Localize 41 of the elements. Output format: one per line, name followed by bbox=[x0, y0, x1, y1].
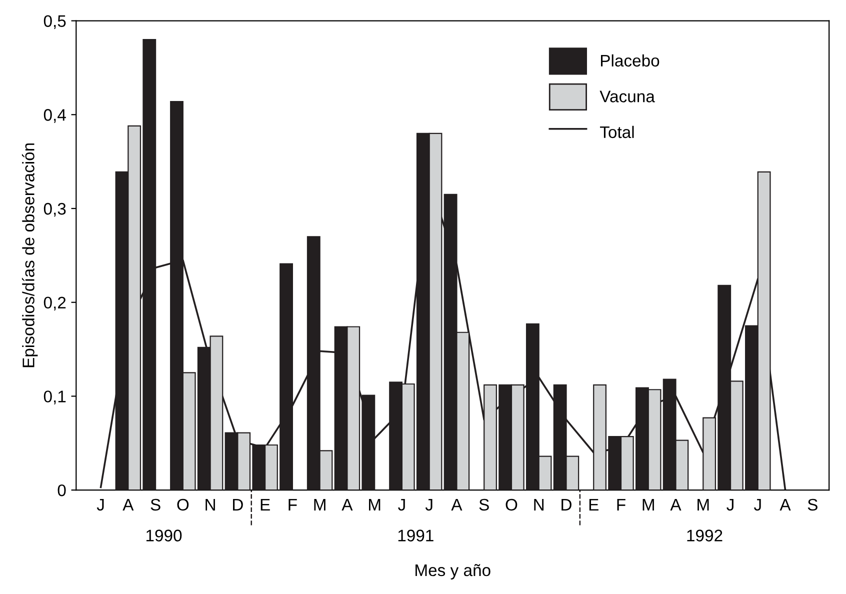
y-tick-label: 0,5 bbox=[44, 15, 66, 29]
x-tick-label: M bbox=[698, 498, 709, 510]
x-tick-label: O bbox=[506, 498, 518, 511]
x-tick-label: M bbox=[642, 498, 654, 510]
x-tick-label: A bbox=[780, 498, 791, 510]
x-tick-label: D bbox=[233, 498, 243, 510]
x-tick-label: J bbox=[425, 498, 432, 511]
x-tick-label: O bbox=[177, 498, 189, 511]
x-tick-label: A bbox=[670, 498, 682, 510]
text: 1990 bbox=[146, 530, 182, 542]
y-axis-title: Episodios/días de observación bbox=[22, 143, 38, 368]
x-tick-label: M bbox=[314, 498, 326, 510]
x-tick-label: M bbox=[369, 498, 380, 510]
x-tick-label: E bbox=[589, 498, 598, 510]
x-tick-label: D bbox=[562, 498, 572, 510]
x-axis-title: Mes y año bbox=[416, 564, 490, 580]
x-tick-label: J bbox=[726, 498, 734, 511]
y-tick-label: 0,3 bbox=[44, 202, 66, 217]
x-tick-label: A bbox=[122, 498, 134, 510]
y-tick-label: 0,1 bbox=[44, 390, 66, 404]
x-tick-label: S bbox=[150, 498, 160, 511]
x-tick-label: E bbox=[260, 498, 270, 510]
x-tick-label: J bbox=[754, 498, 761, 511]
x-tick-label: N bbox=[534, 498, 544, 510]
x-tick-label: A bbox=[342, 498, 353, 510]
x-tick-label: S bbox=[808, 498, 818, 511]
legend-label: Placebo bbox=[600, 54, 660, 67]
legend-label: Total bbox=[600, 126, 634, 138]
x-tick-label: F bbox=[288, 498, 297, 510]
text: 1991 bbox=[398, 530, 434, 542]
x-tick-label: S bbox=[479, 498, 489, 511]
y-tick-label: 0,2 bbox=[44, 296, 66, 311]
x-tick-label: J bbox=[398, 498, 405, 511]
x-tick-label: A bbox=[451, 498, 462, 510]
text: 1992 bbox=[687, 530, 722, 542]
x-tick-label: N bbox=[206, 498, 215, 510]
y-tick-label: 0,4 bbox=[44, 109, 66, 123]
x-tick-label: F bbox=[617, 498, 626, 510]
x-tick-label: J bbox=[96, 498, 104, 511]
legend-label: Vacuna bbox=[600, 90, 655, 102]
y-tick-label: 0 bbox=[58, 484, 66, 496]
